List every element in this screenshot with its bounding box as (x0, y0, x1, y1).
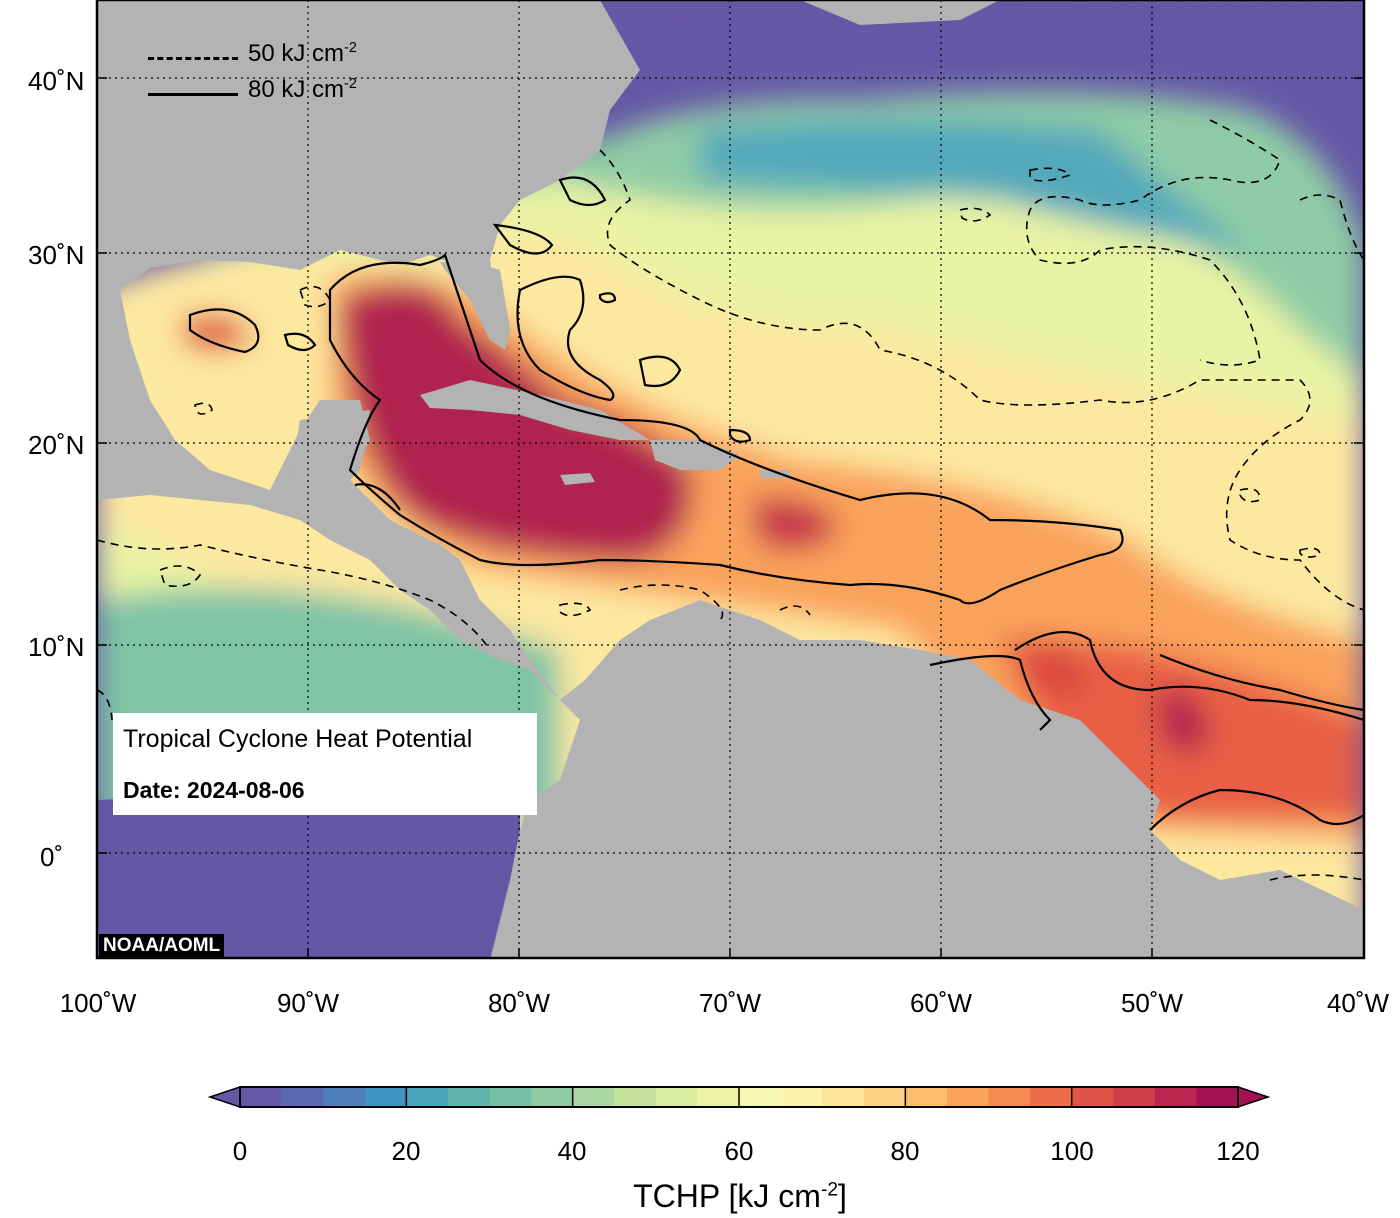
colorbar (207, 1085, 1271, 1109)
tick-marks (97, 77, 1364, 958)
lon-label-40w: 40˚W (1326, 988, 1390, 1018)
colorbar-low-arrow (207, 1085, 241, 1109)
colorbar-cell (1196, 1087, 1239, 1107)
colorbar-cell (988, 1087, 1031, 1107)
colorbar-cell (863, 1087, 906, 1107)
colorbar-cell (905, 1087, 948, 1107)
tchp-map (95, 0, 1366, 960)
lon-label-80w: 80˚W (487, 988, 551, 1018)
contour-50 (97, 119, 1364, 881)
lat-label-30n: 30˚N (28, 240, 85, 270)
colorbar-cell (447, 1087, 490, 1107)
colorbar-cell (572, 1087, 615, 1107)
colorbar-cell (614, 1087, 657, 1107)
colorbar-title: TCHP [kJ cm-2] (633, 1178, 847, 1214)
lon-label-70w: 70˚W (698, 988, 762, 1018)
colorbar-cell (406, 1087, 449, 1107)
colorbar-tick-0: 0 (232, 1136, 248, 1166)
date-label: Date: 2024-08-06 (123, 777, 305, 803)
colorbar-cell (1113, 1087, 1156, 1107)
colorbar-cell (323, 1087, 366, 1107)
colorbar-cell (1154, 1087, 1197, 1107)
colorbar-tick-60: 60 (724, 1136, 754, 1166)
map-title: Tropical Cyclone Heat Potential (123, 725, 473, 753)
colorbar-tick-80: 80 (890, 1136, 920, 1166)
colorbar-frame (239, 1086, 1239, 1108)
lon-label-50w: 50˚W (1120, 988, 1184, 1018)
colorbar-tick-100: 100 (1050, 1136, 1094, 1166)
lat-label-40n: 40˚N (28, 66, 85, 96)
colorbar-cell (281, 1087, 324, 1107)
legend-dashed-label: 50 kJ cm-2 (248, 40, 357, 67)
colorbar-tick-20: 20 (391, 1136, 421, 1166)
lon-label-90w: 90˚W (276, 988, 340, 1018)
map-frame (95, 0, 1366, 960)
colorbar-cell (240, 1087, 283, 1107)
credit-badge: NOAA/AOML (99, 934, 225, 958)
colorbar-cell (822, 1087, 865, 1107)
dashed-line-swatch (148, 57, 238, 60)
lat-label-10n: 10˚N (28, 632, 85, 662)
colorbar-cell (780, 1087, 823, 1107)
colorbar-cell (1030, 1087, 1073, 1107)
contour-80 (188, 176, 1364, 831)
colorbar-cell (489, 1087, 532, 1107)
info-box: Tropical Cyclone Heat Potential Date: 20… (113, 713, 537, 815)
colorbar-cell (739, 1087, 782, 1107)
colorbar-high-arrow (1237, 1085, 1271, 1109)
colorbar-cell (946, 1087, 989, 1107)
colorbar-tick-120: 120 (1216, 1136, 1260, 1166)
legend-solid-label: 80 kJ cm-2 (248, 76, 357, 103)
colorbar-cells (240, 1087, 1239, 1107)
lat-label-0: 0˚ (40, 842, 64, 872)
lon-label-60w: 60˚W (909, 988, 973, 1018)
colorbar-cell (364, 1087, 407, 1107)
colorbar-tick-40: 40 (557, 1136, 587, 1166)
solid-line-swatch (148, 93, 238, 96)
colorbar-cell (531, 1087, 574, 1107)
lat-label-20n: 20˚N (28, 430, 85, 460)
colorbar-cell (697, 1087, 740, 1107)
colorbar-cell (655, 1087, 698, 1107)
colorbar-cell (1071, 1087, 1114, 1107)
lon-label-100w: 100˚W (59, 988, 137, 1018)
